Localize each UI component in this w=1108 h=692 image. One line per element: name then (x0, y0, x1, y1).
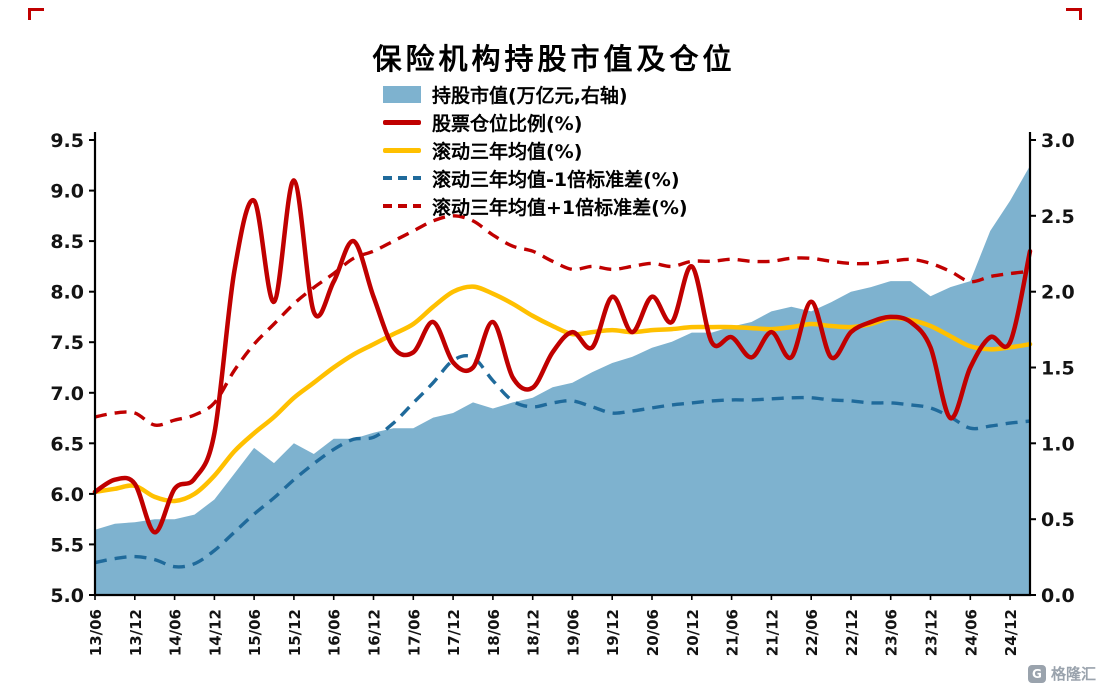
chart-legend: 持股市值(万亿元,右轴) 股票仓位比例(%) 滚动三年均值(%) 滚动三年均值-… (383, 84, 688, 219)
holdings-area-series (95, 165, 1030, 596)
red-dashed-swatch-icon (383, 204, 421, 208)
left-axis-tick-label: 7.5 (50, 332, 84, 354)
x-axis-tick-label: 18/12 (525, 609, 543, 656)
x-axis-tick-label: 16/12 (366, 609, 384, 656)
corner-bracket-left-icon (28, 8, 44, 20)
x-axis-tick-label: 23/12 (923, 609, 941, 656)
line-series-1 (92, 178, 1033, 535)
corner-bracket-right-icon (1066, 8, 1082, 20)
watermark: G 格隆汇 (1027, 663, 1096, 684)
red-line-swatch-icon (383, 119, 421, 125)
legend-item-rolling-mean: 滚动三年均值(%) (383, 140, 688, 163)
watermark-text: 格隆汇 (1050, 665, 1096, 683)
legend-item-stock-position: 股票仓位比例(%) (383, 112, 688, 135)
x-axis-tick-label: 22/06 (803, 609, 821, 656)
line-series-4 (94, 214, 1031, 427)
line-series-3 (94, 354, 1031, 569)
left-axis-tick-label: 7.0 (50, 383, 84, 405)
yellow-line-swatch-icon (383, 147, 421, 153)
right-axis-tick-label: 3.0 (1041, 130, 1075, 152)
right-axis-tick-label: 1.0 (1041, 433, 1075, 455)
x-axis-tick-label: 20/06 (644, 609, 662, 656)
x-axis-tick-label: 14/12 (206, 609, 224, 656)
left-axis-tick-label: 8.0 (50, 282, 84, 304)
right-axis-tick-label: 2.0 (1041, 282, 1075, 304)
x-axis-tick-label: 17/06 (405, 609, 423, 656)
left-axis-tick-label: 8.5 (50, 231, 84, 253)
legend-item-mean-minus-std: 滚动三年均值-1倍标准差(%) (383, 168, 688, 191)
x-axis-tick-label: 14/06 (167, 609, 185, 656)
chart-title: 保险机构持股市值及仓位 (372, 42, 736, 76)
legend-label: 股票仓位比例(%) (432, 112, 583, 135)
x-axis-tick-label: 13/06 (87, 609, 105, 656)
left-axis-tick-label: 9.5 (50, 130, 84, 152)
x-axis-tick-label: 19/06 (564, 609, 582, 656)
x-axis-tick-label: 16/06 (326, 609, 344, 656)
x-axis-tick-label: 15/12 (286, 609, 304, 656)
area-swatch-icon (383, 85, 421, 103)
x-axis-tick-label: 21/12 (763, 609, 781, 656)
x-axis-tick-label: 24/06 (962, 609, 980, 656)
right-axis-tick-label: 2.5 (1041, 206, 1075, 228)
x-axis-tick-label: 24/12 (1002, 609, 1020, 656)
left-axis-tick-label: 9.0 (50, 181, 84, 203)
left-axis-tick-label: 6.5 (50, 433, 84, 455)
x-axis-tick-label: 17/12 (445, 609, 463, 656)
right-axis-tick-label: 0.0 (1041, 585, 1075, 607)
legend-item-holdings-value: 持股市值(万亿元,右轴) (383, 84, 688, 107)
legend-label: 持股市值(万亿元,右轴) (432, 84, 628, 107)
legend-item-mean-plus-std: 滚动三年均值+1倍标准差(%) (383, 196, 688, 219)
x-axis-tick-label: 23/06 (883, 609, 901, 656)
left-axis-tick-label: 5.0 (50, 585, 84, 607)
right-axis-tick-label: 1.5 (1041, 358, 1075, 380)
x-axis-tick-label: 15/06 (246, 609, 264, 656)
x-axis-tick-label: 20/12 (684, 609, 702, 656)
x-axis-tick-label: 18/06 (485, 609, 503, 656)
x-axis-tick-label: 19/12 (604, 609, 622, 656)
legend-label: 滚动三年均值-1倍标准差(%) (432, 168, 680, 191)
gelonghui-logo-icon: G (1027, 664, 1046, 683)
x-axis-tick-label: 22/12 (843, 609, 861, 656)
blue-dashed-swatch-icon (383, 176, 421, 180)
right-axis-tick-label: 0.5 (1041, 509, 1075, 531)
x-axis-tick-label: 13/12 (127, 609, 145, 656)
legend-label: 滚动三年均值(%) (432, 140, 583, 163)
x-axis-tick-label: 21/06 (724, 609, 742, 656)
left-axis-tick-label: 5.5 (50, 534, 84, 556)
legend-label: 滚动三年均值+1倍标准差(%) (432, 196, 688, 219)
left-axis-tick-label: 6.0 (50, 484, 84, 506)
